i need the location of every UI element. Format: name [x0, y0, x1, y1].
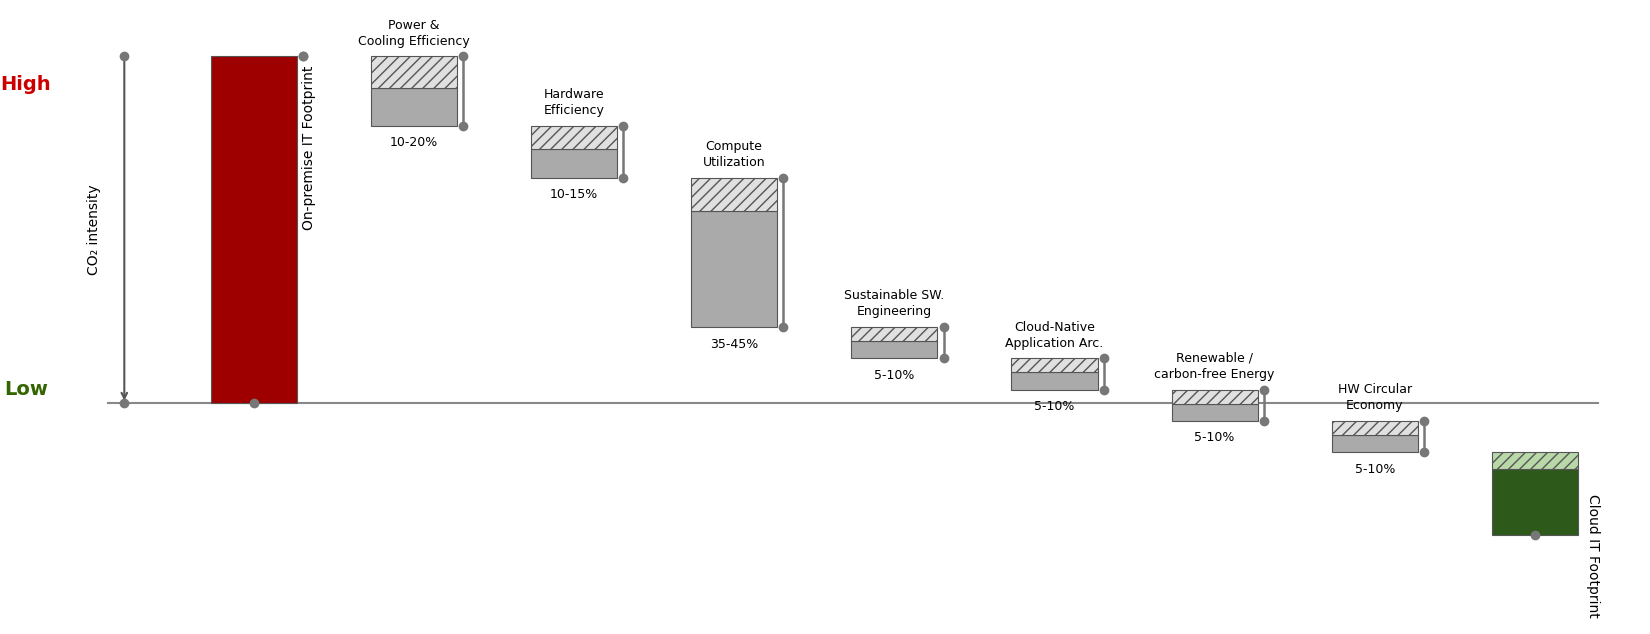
- Text: 5-10%: 5-10%: [874, 369, 914, 382]
- Bar: [1011, 358, 1097, 372]
- Bar: [1011, 372, 1097, 389]
- Text: Hardware
Efficiency: Hardware Efficiency: [543, 88, 604, 117]
- Text: Sustainable SW.
Engineering: Sustainable SW. Engineering: [845, 289, 944, 318]
- Text: 5-10%: 5-10%: [1355, 463, 1394, 476]
- Text: 5-10%: 5-10%: [1035, 400, 1074, 413]
- Bar: [1172, 389, 1257, 404]
- Bar: [371, 56, 457, 87]
- Bar: [691, 178, 777, 210]
- Text: Cloud-Native
Application Arc.: Cloud-Native Application Arc.: [1005, 321, 1104, 350]
- Text: 10-20%: 10-20%: [389, 136, 437, 149]
- Text: 35-45%: 35-45%: [710, 337, 759, 351]
- Text: Compute
Utilization: Compute Utilization: [703, 140, 766, 169]
- Bar: [1172, 404, 1257, 421]
- Text: Low: Low: [3, 380, 48, 399]
- Bar: [1332, 435, 1417, 452]
- Text: On-premise IT Footprint: On-premise IT Footprint: [302, 65, 317, 230]
- Text: CO₂ intensity: CO₂ intensity: [86, 184, 101, 275]
- Bar: [531, 126, 617, 149]
- Bar: [1492, 469, 1577, 536]
- Bar: [371, 87, 457, 126]
- Text: Cloud IT Footprint: Cloud IT Footprint: [1586, 494, 1600, 618]
- Bar: [691, 210, 777, 327]
- Bar: [531, 149, 617, 178]
- Text: 5-10%: 5-10%: [1195, 431, 1234, 444]
- Bar: [851, 341, 937, 358]
- Text: HW Circular
Economy: HW Circular Economy: [1338, 383, 1412, 412]
- Bar: [1332, 421, 1417, 435]
- Text: High: High: [0, 75, 51, 94]
- Bar: [211, 56, 297, 403]
- Text: Power &
Cooling Efficiency: Power & Cooling Efficiency: [358, 18, 470, 48]
- Bar: [851, 327, 937, 341]
- Text: Renewable /
carbon-free Energy: Renewable / carbon-free Energy: [1155, 352, 1275, 381]
- Bar: [1492, 452, 1577, 469]
- Text: 10-15%: 10-15%: [549, 188, 597, 201]
